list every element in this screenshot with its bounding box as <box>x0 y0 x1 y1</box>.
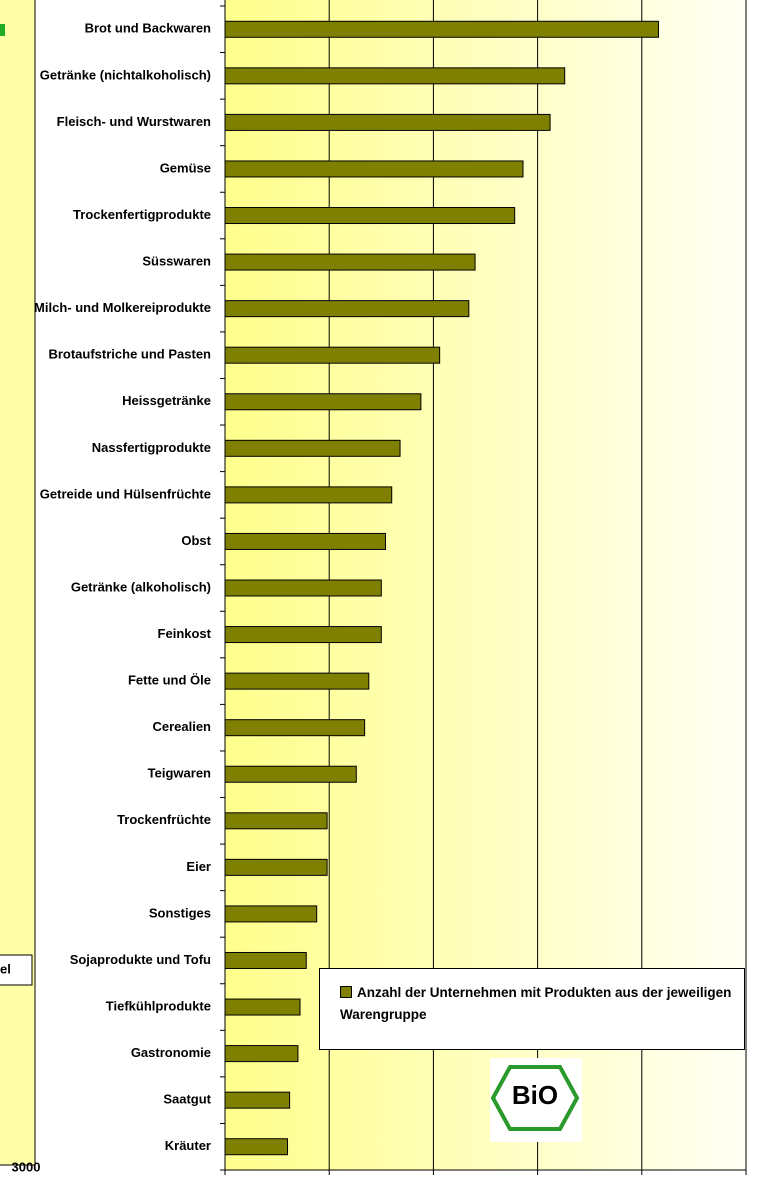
y-tick-label: Eier <box>186 859 211 874</box>
y-tick-label: Heissgetränke <box>122 393 211 408</box>
bar <box>224 812 328 830</box>
y-tick-label: Brot und Backwaren <box>85 21 211 36</box>
bar <box>224 67 566 85</box>
legend: Anzahl der Unternehmen mit Produkten aus… <box>319 968 745 1050</box>
bar <box>224 253 476 271</box>
y-tick-label: Cerealien <box>152 719 211 734</box>
bar <box>224 1091 291 1109</box>
bar <box>224 113 551 131</box>
y-tick-label: Getränke (alkoholisch) <box>71 579 211 594</box>
y-tick-label: Trockenfrüchte <box>117 812 211 827</box>
y-tick-label: Süsswaren <box>142 254 211 269</box>
y-tick-label: Getränke (nichtalkoholisch) <box>40 67 211 82</box>
bar <box>224 1045 299 1063</box>
y-tick-label: Teigwaren <box>148 766 211 781</box>
bar <box>224 300 470 318</box>
bar <box>224 486 393 504</box>
bar <box>224 672 370 690</box>
y-tick-label: Fleisch- und Wurstwaren <box>57 114 211 129</box>
bar <box>224 858 328 876</box>
bio-logo: BiO <box>490 1058 582 1142</box>
legend-label: Anzahl der Unternehmen mit Produkten aus… <box>340 985 732 1022</box>
y-tick-label: Sonstiges <box>149 905 211 920</box>
bar <box>224 626 382 644</box>
y-tick-label: Getreide und Hülsenfrüchte <box>40 486 211 501</box>
y-tick-label: Nassfertigprodukte <box>92 440 211 455</box>
bar <box>224 905 318 923</box>
y-tick-label: Obst <box>181 533 211 548</box>
fragment-swatch <box>0 24 5 36</box>
fragment-legend <box>0 954 33 986</box>
bar <box>224 532 386 550</box>
bar <box>224 719 366 737</box>
bar <box>224 998 301 1016</box>
y-tick-label: Kräuter <box>165 1138 211 1153</box>
y-tick-label: Tiefkühlprodukte <box>106 998 211 1013</box>
y-tick-label: Saatgut <box>163 1092 211 1107</box>
y-tick-label: Gemüse <box>160 160 211 175</box>
fragment-tick: 3000 <box>12 1159 41 1174</box>
bar <box>224 951 307 969</box>
bar <box>224 393 422 411</box>
y-tick-label: Brotaufstriche und Pasten <box>48 347 211 362</box>
legend-swatch <box>340 986 352 998</box>
bar <box>224 579 382 597</box>
bar <box>224 160 524 178</box>
bar <box>224 439 401 457</box>
bar <box>224 765 357 783</box>
bar <box>224 1138 289 1156</box>
y-tick-label: Sojaprodukte und Tofu <box>70 952 211 967</box>
y-tick-label: Gastronomie <box>131 1045 211 1060</box>
logo-text: BiO <box>512 1080 558 1110</box>
y-tick-label: Milch- und Molkereiprodukte <box>34 300 211 315</box>
fragment-legend-text: el <box>0 961 11 976</box>
bar <box>224 346 441 364</box>
y-tick-label: Trockenfertigprodukte <box>73 207 211 222</box>
y-tick-label: Feinkost <box>158 626 212 641</box>
bar <box>224 207 516 225</box>
y-tick-label: Fette und Öle <box>128 673 211 688</box>
fragment-area <box>0 0 35 1165</box>
bar <box>224 20 659 38</box>
